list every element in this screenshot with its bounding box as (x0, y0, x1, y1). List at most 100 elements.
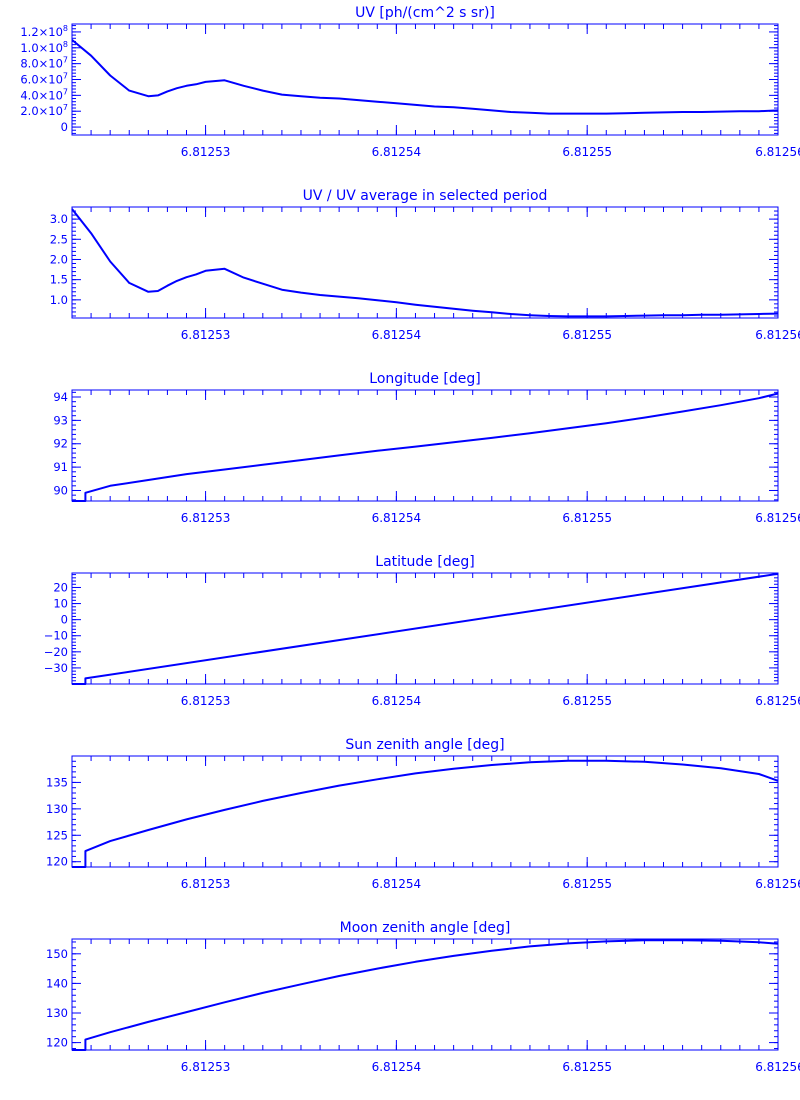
x-tick-label: 6.81254 (372, 328, 422, 342)
plot-frame (71, 206, 779, 319)
x-tick-label: 6.81255 (562, 328, 612, 342)
x-tick-label: 6.81253 (181, 877, 231, 891)
plot-frame (71, 755, 779, 868)
y-tick-mantissa: 2.0×10 (20, 104, 63, 118)
y-tick-label: 93 (53, 413, 68, 427)
y-tick-mantissa: 120 (46, 855, 68, 869)
plot-frame (71, 572, 779, 685)
y-tick-label: 1.0×108 (20, 40, 68, 55)
y-tick-mantissa: 150 (46, 947, 68, 961)
y-tick-label: 8.0×107 (20, 56, 68, 71)
chart-title: Longitude [deg] (369, 371, 480, 387)
y-tick-mantissa: −20 (44, 645, 68, 659)
y-tick-mantissa: 0 (61, 613, 68, 627)
y-tick-mantissa: 10 (53, 597, 68, 611)
x-tick-label: 6.81256 (755, 145, 800, 159)
y-tick-label: −20 (44, 645, 68, 659)
y-tick-label: 0 (61, 120, 68, 134)
x-tick-label: 6.81255 (562, 1060, 612, 1074)
y-tick-mantissa: −30 (44, 661, 68, 675)
y-tick-mantissa: 1.0 (50, 293, 68, 307)
plot-frame (71, 938, 779, 1051)
y-tick-label: 120 (46, 855, 68, 869)
x-tick-label: 6.81254 (372, 694, 422, 708)
y-tick-label: 130 (46, 1006, 68, 1020)
y-tick-label: 125 (46, 828, 68, 842)
chart-title: Latitude [deg] (375, 554, 474, 570)
y-tick-label: −30 (44, 661, 68, 675)
x-tick-label: 6.81253 (181, 694, 231, 708)
y-tick-mantissa: 92 (53, 437, 68, 451)
y-tick-label: 20 (53, 580, 68, 594)
y-tick-label: 2.5 (50, 232, 68, 246)
y-tick-label: 10 (53, 597, 68, 611)
y-tick-label: 1.0 (50, 293, 68, 307)
chart-panel-1: UV [ph/(cm^2 s sr)] 6.81253 6.81254 6.81255… (20, 5, 800, 159)
plot-frame (71, 389, 779, 502)
y-tick-label: −10 (44, 629, 68, 643)
y-tick-mantissa: 1.5 (50, 273, 68, 287)
series-line (72, 572, 779, 685)
chart-panel-5: Sun zenith angle [deg] 6.81253 6.81254 6.81… (46, 737, 800, 891)
y-tick-exponent: 7 (63, 56, 68, 65)
y-tick-exponent: 8 (63, 24, 68, 33)
y-tick-label: 1.2×108 (20, 24, 68, 39)
y-tick-label: 1.5 (50, 273, 68, 287)
y-tick-mantissa: 2.0 (50, 252, 68, 266)
y-tick-mantissa: 20 (53, 580, 68, 594)
x-tick-label: 6.81255 (562, 511, 612, 525)
y-tick-label: 4.0×107 (20, 87, 68, 102)
y-tick-mantissa: 130 (46, 1006, 68, 1020)
plot-frame (71, 23, 779, 136)
y-tick-label: 91 (53, 460, 68, 474)
y-tick-label: 130 (46, 802, 68, 816)
x-tick-label: 6.81253 (181, 1060, 231, 1074)
y-tick-label: 135 (46, 775, 68, 789)
chart-title: Moon zenith angle [deg] (340, 920, 511, 936)
y-tick-mantissa: 140 (46, 976, 68, 990)
y-tick-mantissa: 4.0×10 (20, 88, 63, 102)
x-tick-label: 6.81254 (372, 1060, 422, 1074)
y-tick-mantissa: 2.5 (50, 232, 68, 246)
x-tick-label: 6.81254 (372, 877, 422, 891)
y-tick-label: 92 (53, 437, 68, 451)
x-tick-label: 6.81255 (562, 877, 612, 891)
x-tick-label: 6.81253 (181, 511, 231, 525)
series-line (72, 759, 779, 868)
chart-panel-4: Latitude [deg] 6.81253 6.81254 6.81255 6.812… (44, 554, 800, 708)
x-tick-label: 6.81255 (562, 694, 612, 708)
y-tick-label: 140 (46, 976, 68, 990)
y-tick-mantissa: 1.0×10 (20, 41, 63, 55)
x-tick-label: 6.81256 (755, 877, 800, 891)
y-tick-exponent: 7 (63, 87, 68, 96)
y-tick-label: 150 (46, 947, 68, 961)
y-tick-label: 3.0 (50, 212, 68, 226)
y-tick-exponent: 8 (63, 40, 68, 49)
series-line (71, 208, 779, 318)
chart-panel-2: UV / UV average in selected period 6.8125… (50, 188, 800, 342)
y-tick-mantissa: 130 (46, 802, 68, 816)
x-tick-label: 6.81253 (181, 328, 231, 342)
y-tick-label: 94 (53, 390, 68, 404)
x-tick-label: 6.81256 (755, 328, 800, 342)
y-tick-mantissa: 0 (61, 120, 68, 134)
y-tick-mantissa: 94 (53, 390, 68, 404)
y-tick-mantissa: 125 (46, 828, 68, 842)
y-tick-mantissa: 6.0×10 (20, 73, 63, 87)
series-line (72, 392, 779, 502)
y-tick-exponent: 7 (63, 103, 68, 112)
x-tick-label: 6.81256 (755, 511, 800, 525)
y-tick-mantissa: 135 (46, 775, 68, 789)
x-tick-label: 6.81255 (562, 145, 612, 159)
chart-panel-3: Longitude [deg] 6.81253 6.81254 6.81255 6.81… (53, 371, 800, 525)
y-tick-label: 2.0 (50, 252, 68, 266)
x-tick-label: 6.81254 (372, 145, 422, 159)
y-tick-mantissa: 3.0 (50, 212, 68, 226)
x-tick-label: 6.81256 (755, 694, 800, 708)
x-tick-label: 6.81256 (755, 1060, 800, 1074)
chart-panel-6: Moon zenith angle [deg] 6.81253 6.81254 6.8… (46, 920, 800, 1074)
series-line (71, 39, 779, 115)
y-tick-label: 90 (53, 483, 68, 497)
